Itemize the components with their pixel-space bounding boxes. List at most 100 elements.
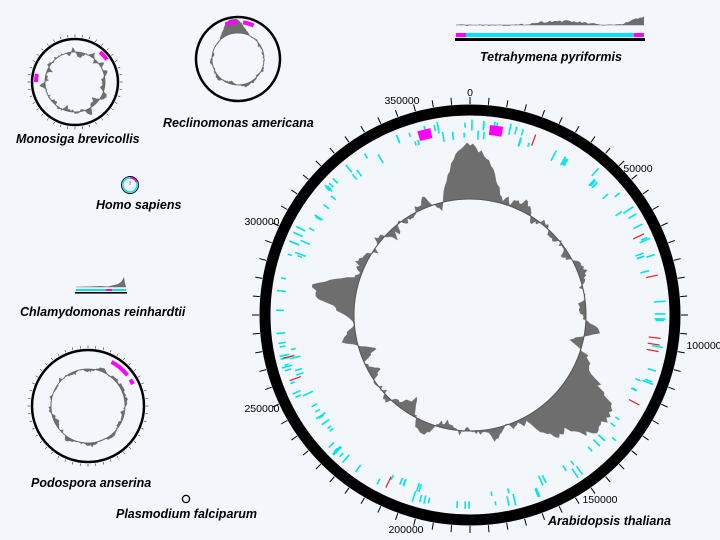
monosiga-tick [29,95,33,97]
homo-sapiens-backbone-circle [121,176,139,194]
arabidopsis-tick [252,295,260,298]
arabidopsis-tick [450,97,453,105]
monosiga-tick [101,43,104,46]
tetrahymena-gene-bar [456,33,644,37]
podospora-tick [72,461,74,465]
arabidopsis-gene-mark [611,436,617,442]
podospora-inner-ring [50,368,126,444]
arabidopsis-trna-mark [648,336,661,339]
monosiga-tick [111,108,114,111]
monosiga-tick [114,102,118,104]
arabidopsis-tick [280,420,288,425]
arabidopsis-gene-mark [289,240,299,246]
arabidopsis-trna-mark [289,375,302,382]
arabidopsis-gene-mark [427,497,431,504]
arabidopsis-gene-mark [562,158,569,167]
monosiga-tick [106,113,109,116]
arabidopsis-gene-mark [615,210,623,217]
homo-sapiens-genome-map [121,176,139,194]
arabidopsis-gene-mark [614,416,620,421]
podospora-tick [143,390,147,392]
arabidopsis-gene-mark [292,389,301,395]
arabidopsis-gene-mark [411,490,417,503]
arabidopsis-tick [631,450,638,456]
podospora-tick [109,459,112,462]
arabidopsis-gene-mark [326,185,332,190]
arabidopsis-tick [680,332,688,335]
podospora-gc-skew-area [48,367,128,448]
reclinomonas-rrna-block [242,20,255,28]
arabidopsis-tick [259,258,267,261]
arabidopsis-tick [329,476,335,483]
arabidopsis-tick [558,506,563,513]
tetrahymena-gene-track [456,33,644,37]
monosiga-rrna-block [98,50,109,61]
arabidopsis-gene-mark [592,439,601,447]
podospora-tick [102,461,104,465]
arabidopsis-gene-mark [631,387,637,391]
arabidopsis-gene-mark [332,177,339,185]
arabidopsis-gene-mark [290,347,296,351]
arabidopsis-gene-mark [541,474,547,484]
arabidopsis-gene-mark [297,254,303,258]
arabidopsis-tick [344,136,350,143]
arabidopsis-genome-map: 0 50000 100000 150000 200000 250000 3000… [244,87,720,536]
arabidopsis-tick [487,525,490,533]
monosiga-tick [53,39,55,43]
arabidopsis-gene-mark [377,154,384,164]
tetrahymena-rrna-block [634,33,644,37]
arabidopsis-trna-mark [632,233,645,240]
arabidopsis-rrna-block [417,128,433,142]
arabidopsis-tick [431,100,434,108]
arabidopsis-gene-mark [418,483,422,492]
arabidopsis-tick [661,222,668,227]
chlamydomonas-rrna-block [106,289,112,291]
arabidopsis-gene-mark [296,371,304,376]
arabidopsis-gene-mark [640,269,650,274]
podospora-tick [133,441,137,444]
monosiga-inner-ring [44,51,106,113]
reclinomonas-genome-map [194,15,282,103]
arabidopsis-tick [377,506,382,513]
arabidopsis-gene-mark [589,180,596,187]
reclinomonas-backbone-circle [194,15,282,103]
arabidopsis-gene-mark [345,164,353,173]
monosiga-tick [95,39,97,43]
arabidopsis-tick [642,189,649,195]
tetrahymena-gc-skew-track [456,16,644,26]
arabidopsis-tick [677,351,685,354]
arabidopsis-gene-mark [653,300,666,303]
arabidopsis-gene-mark [314,214,324,221]
arabidopsis-tick [668,386,676,391]
arabidopsis-gene-mark [325,186,331,192]
podospora-tick [29,420,33,422]
arabidopsis-gene-mark [327,425,332,430]
arabidopsis-tick [377,117,382,124]
chlamydomonas-genome-map [75,277,127,294]
monosiga-gc-skew-area [39,47,108,116]
arabidopsis-inner-ring [353,198,587,432]
monosiga-tick [101,118,104,121]
podospora-tick [143,420,147,422]
reclinomonas-rrna-block [224,20,238,27]
arabidopsis-gene-mark [311,403,318,408]
arabidopsis-tick [252,332,260,335]
arabidopsis-gene-mark [490,491,493,497]
tick-label-100000: 100000 [686,340,720,352]
arabidopsis-tick [272,222,279,227]
podospora-tick [141,427,144,430]
arabidopsis-gene-mark [276,289,287,293]
arabidopsis-tick [541,109,546,117]
arabidopsis-gene-mark [635,252,644,257]
arabidopsis-gene-mark [318,414,325,420]
arabidopsis-gene-mark [633,223,643,230]
monosiga-tick [117,67,121,69]
arabidopsis-tick [280,205,288,210]
tick-label-250000: 250000 [244,403,279,415]
arabidopsis-gene-mark [622,206,634,215]
arabidopsis-gene-mark [390,474,395,481]
arabidopsis-gene-mark [562,465,567,472]
arabidopsis-gene-mark [520,128,525,136]
arabidopsis-gene-mark [570,460,575,466]
arabidopsis-tick [487,97,490,105]
